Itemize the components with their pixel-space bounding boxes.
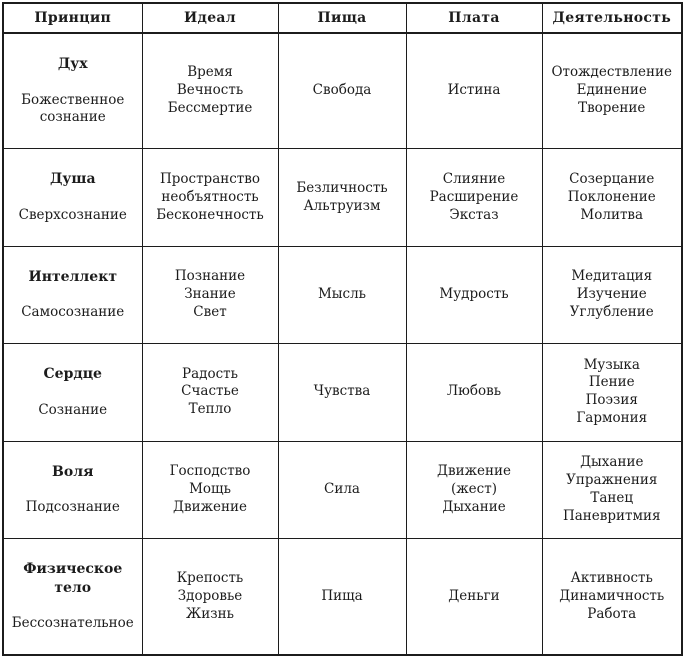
activity-cell: Музыка Пение Поэзия Гармония — [541, 343, 683, 442]
principle-name: Воля — [52, 463, 94, 480]
table-row-will: Воля Подсознание Господство Мощь Движени… — [2, 440, 683, 540]
ideal-cell: Крепость Здоровье Жизнь — [141, 538, 279, 656]
consciousness-label: Бессознательное — [11, 615, 134, 632]
principle-cell: Воля Подсознание — [2, 440, 143, 540]
column-header-activity: Деятельность — [541, 2, 683, 34]
column-header-payment: Плата — [405, 2, 543, 34]
ideal-cell: Радость Счастье Тепло — [141, 343, 279, 442]
table-row-spirit: Дух Божественное сознание Время Вечность… — [2, 32, 683, 150]
payment-cell: Мудрость — [405, 245, 543, 345]
table-row-heart: Сердце Сознание Радость Счастье Тепло Чу… — [2, 343, 683, 442]
food-cell: Чувства — [277, 343, 407, 442]
consciousness-label: Сознание — [38, 401, 108, 418]
activity-cell: Созерцание Поклонение Молитва — [541, 148, 683, 247]
ideal-cell: Господство Мощь Движение — [141, 440, 279, 540]
food-cell: Сила — [277, 440, 407, 540]
principle-name: Дух — [57, 55, 88, 72]
table-row-soul: Душа Сверхсознание Пространство необъятн… — [2, 148, 683, 247]
activity-cell: Медитация Изучение Углубление — [541, 245, 683, 345]
activity-cell: Активность Динамичность Работа — [541, 538, 683, 656]
food-cell: Пища — [277, 538, 407, 656]
principle-name: Сердце — [43, 366, 102, 383]
principle-cell: Физическое тело Бессознательное — [2, 538, 143, 656]
header-row: Принцип Идеал Пища Плата Деятельность — [2, 2, 683, 34]
table-row-physical-body: Физическое тело Бессознательное Крепость… — [2, 538, 683, 656]
consciousness-label: Сверхсознание — [18, 206, 127, 223]
payment-cell: Слияние Расширение Экстаз — [405, 148, 543, 247]
payment-cell: Истина — [405, 32, 543, 150]
principle-cell: Дух Божественное сознание — [2, 32, 143, 150]
food-cell: Мысль — [277, 245, 407, 345]
principle-name: Физическое тело — [23, 561, 123, 596]
consciousness-label: Самосознание — [21, 304, 125, 321]
food-cell: Свобода — [277, 32, 407, 150]
column-header-food: Пища — [277, 2, 407, 34]
ideal-cell: Пространство необъятность Бесконечность — [141, 148, 279, 247]
payment-cell: Движение (жест) Дыхание — [405, 440, 543, 540]
food-cell: Безличность Альтруизм — [277, 148, 407, 247]
table-row-intellect: Интеллект Самосознание Познание Знание С… — [2, 245, 683, 345]
ideal-cell: Познание Знание Свет — [141, 245, 279, 345]
payment-cell: Любовь — [405, 343, 543, 442]
principle-cell: Сердце Сознание — [2, 343, 143, 442]
principle-cell: Душа Сверхсознание — [2, 148, 143, 247]
consciousness-label: Божественное сознание — [21, 91, 125, 126]
column-header-ideal: Идеал — [141, 2, 279, 34]
consciousness-label: Подсознание — [25, 499, 120, 516]
principle-name: Интеллект — [28, 268, 118, 285]
activity-cell: Дыхание Упражнения Танец Паневритмия — [541, 440, 683, 540]
payment-cell: Деньги — [405, 538, 543, 656]
principle-name: Душа — [49, 171, 96, 188]
column-header-principle: Принцип — [2, 2, 143, 34]
activity-cell: Отождествление Единение Творение — [541, 32, 683, 150]
ideal-cell: Время Вечность Бессмертие — [141, 32, 279, 150]
principle-cell: Интеллект Самосознание — [2, 245, 143, 345]
